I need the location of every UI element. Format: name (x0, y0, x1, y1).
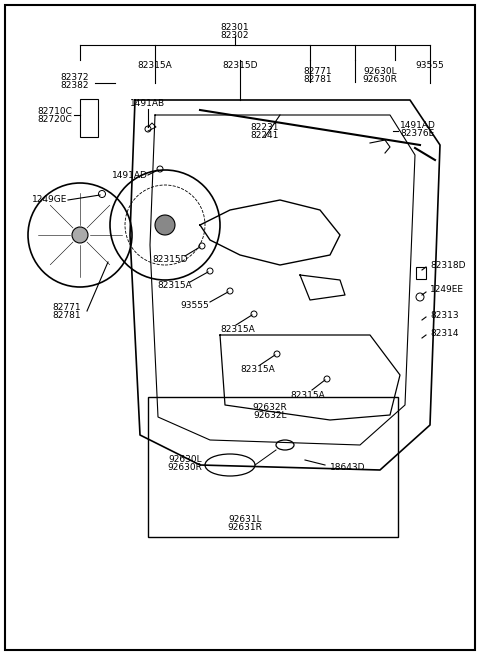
Text: 82302: 82302 (221, 31, 249, 41)
Text: 1491AD: 1491AD (112, 170, 148, 179)
Text: 92630R: 92630R (362, 75, 397, 83)
Text: 82315A: 82315A (240, 365, 275, 375)
Text: 82318D: 82318D (430, 261, 466, 269)
Text: 92632L: 92632L (253, 411, 287, 419)
Text: 82710C: 82710C (37, 107, 72, 117)
Bar (148, 397, 398, 537)
Text: 93555: 93555 (180, 301, 209, 310)
Text: 82315A: 82315A (138, 60, 172, 69)
Text: 82720C: 82720C (37, 115, 72, 124)
Text: 1249GE: 1249GE (32, 195, 67, 204)
Text: 92630L: 92630L (363, 67, 397, 75)
Text: 92631L: 92631L (228, 515, 262, 525)
Text: 82315D: 82315D (222, 60, 258, 69)
Text: 82315A: 82315A (220, 326, 255, 335)
Text: 82781: 82781 (304, 75, 332, 83)
Circle shape (72, 227, 88, 243)
Circle shape (155, 215, 175, 235)
Text: 82301: 82301 (221, 22, 249, 31)
Text: 82315A: 82315A (290, 390, 325, 400)
Text: 82241: 82241 (251, 132, 279, 141)
Text: 82315A: 82315A (157, 280, 192, 290)
Text: 82376E: 82376E (400, 130, 434, 138)
Text: 82781: 82781 (53, 310, 81, 320)
Text: 1491AD: 1491AD (400, 121, 436, 130)
Text: 82771: 82771 (53, 303, 81, 312)
Text: 82313: 82313 (430, 310, 458, 320)
Bar (416, 267, 426, 279)
Text: 82231: 82231 (251, 124, 279, 132)
Text: 82382: 82382 (61, 81, 89, 90)
Text: 82315D: 82315D (152, 255, 188, 265)
Text: 93555: 93555 (416, 60, 444, 69)
Text: 92630R: 92630R (168, 464, 203, 472)
Text: 1491AB: 1491AB (131, 100, 166, 109)
Text: 92632R: 92632R (252, 403, 288, 411)
Text: 82771: 82771 (304, 67, 332, 75)
Text: 18643D: 18643D (330, 462, 365, 472)
Bar (80, 99, 98, 137)
Text: 1249EE: 1249EE (430, 286, 464, 295)
Text: 92630L: 92630L (168, 455, 202, 464)
Text: 92631R: 92631R (228, 523, 263, 533)
Text: 82314: 82314 (430, 329, 458, 337)
Text: 82372: 82372 (61, 73, 89, 83)
